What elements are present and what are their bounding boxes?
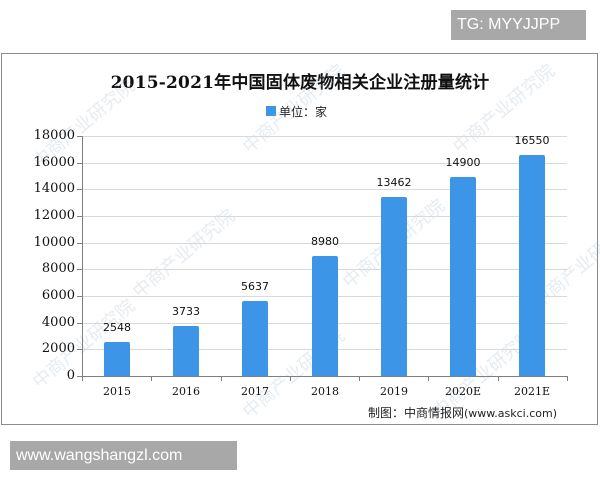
y-tick-label: 6000 (41, 288, 75, 303)
bar-2018 (312, 256, 338, 376)
x-tick-label: 2016 (172, 385, 200, 398)
x-tick-mark (290, 376, 291, 381)
bar-value-label: 5637 (241, 280, 269, 293)
y-tick-label: 18000 (33, 128, 75, 143)
gridline (82, 243, 567, 244)
chart-frame (1, 53, 598, 425)
legend-swatch-icon (266, 106, 276, 116)
x-tick-mark (359, 376, 360, 381)
bar-value-label: 13462 (376, 176, 412, 189)
x-axis-line (82, 376, 567, 377)
x-tick-mark (151, 376, 152, 381)
x-tick-label: 2018 (311, 385, 339, 398)
x-tick-mark (82, 376, 83, 381)
x-tick-label: 2021E (513, 385, 551, 398)
bar-2017 (242, 301, 268, 376)
bar-value-label: 3733 (172, 305, 200, 318)
tg-watermark-badge: TG: MYYJJPP (451, 10, 586, 40)
bar-2015 (104, 342, 130, 376)
watermark-text: 中商产业研究院 (128, 205, 239, 303)
bar-value-label: 2548 (103, 321, 131, 334)
y-tick-label: 14000 (33, 181, 75, 196)
y-tick-mark (77, 189, 82, 190)
site-watermark-badge: www.wangshangzl.com (10, 441, 237, 470)
bar-2020E (450, 177, 476, 376)
y-tick-label: 12000 (33, 208, 75, 223)
source-url: (www.askci.com) (464, 407, 558, 420)
bar-2019 (381, 197, 407, 376)
bar-2021E (519, 155, 545, 376)
x-tick-label: 2015 (103, 385, 131, 398)
source-label: 制图：中商情报网 (368, 406, 465, 420)
x-tick-label: 2017 (241, 385, 269, 398)
chart-legend: 单位：家 (266, 103, 327, 119)
y-tick-label: 8000 (41, 261, 75, 276)
bar-2016 (173, 326, 199, 376)
y-axis-line (82, 136, 83, 376)
bar-value-label: 16550 (514, 134, 550, 147)
x-tick-label: 2019 (380, 385, 408, 398)
x-tick-label: 2020E (444, 385, 482, 398)
legend-label: 单位：家 (279, 104, 328, 119)
y-tick-label: 2000 (41, 341, 75, 356)
y-tick-mark (77, 323, 82, 324)
source-credit: 制图：中商情报网(www.askci.com) (368, 404, 557, 421)
y-tick-mark (77, 296, 82, 297)
bar-value-label: 8980 (311, 235, 339, 248)
y-tick-label: 10000 (33, 235, 75, 250)
y-tick-mark (77, 376, 82, 377)
y-tick-label: 0 (66, 368, 75, 383)
gridline (82, 216, 567, 217)
y-tick-label: 4000 (41, 315, 75, 330)
y-tick-mark (77, 269, 82, 270)
gridline (82, 163, 567, 164)
y-tick-mark (77, 349, 82, 350)
x-tick-mark (498, 376, 499, 381)
x-tick-mark (428, 376, 429, 381)
x-tick-mark (567, 376, 568, 381)
y-tick-mark (77, 216, 82, 217)
y-tick-mark (77, 243, 82, 244)
chart-title: 2015-2021年中国固体废物相关企业注册量统计 (110, 73, 490, 93)
x-tick-mark (221, 376, 222, 381)
y-tick-mark (77, 163, 82, 164)
bar-value-label: 14900 (445, 156, 481, 169)
y-tick-label: 16000 (33, 155, 75, 170)
y-tick-mark (77, 136, 82, 137)
gridline (82, 189, 567, 190)
watermark-text: 中商产业研究院 (238, 60, 349, 158)
gridline (82, 136, 567, 137)
